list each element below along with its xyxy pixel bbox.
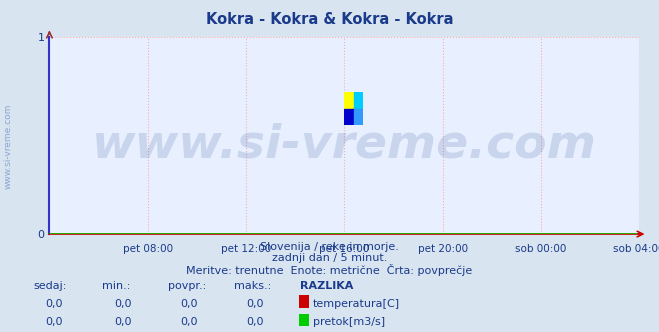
Text: 0,0: 0,0 bbox=[180, 299, 198, 309]
Text: www.si-vreme.com: www.si-vreme.com bbox=[92, 123, 597, 168]
Text: sedaj:: sedaj: bbox=[33, 281, 67, 290]
Text: 0,0: 0,0 bbox=[45, 317, 63, 327]
Text: maks.:: maks.: bbox=[234, 281, 272, 290]
Text: temperatura[C]: temperatura[C] bbox=[313, 299, 400, 309]
Text: RAZLIKA: RAZLIKA bbox=[300, 281, 353, 290]
Text: 0,0: 0,0 bbox=[45, 299, 63, 309]
Text: povpr.:: povpr.: bbox=[168, 281, 206, 290]
Text: pretok[m3/s]: pretok[m3/s] bbox=[313, 317, 385, 327]
Text: Meritve: trenutne  Enote: metrične  Črta: povprečje: Meritve: trenutne Enote: metrične Črta: … bbox=[186, 264, 473, 276]
Text: 0,0: 0,0 bbox=[246, 317, 264, 327]
Text: zadnji dan / 5 minut.: zadnji dan / 5 minut. bbox=[272, 253, 387, 263]
Text: min.:: min.: bbox=[102, 281, 130, 290]
Text: 0,0: 0,0 bbox=[246, 299, 264, 309]
Text: 0,0: 0,0 bbox=[180, 317, 198, 327]
Text: Kokra - Kokra & Kokra - Kokra: Kokra - Kokra & Kokra - Kokra bbox=[206, 12, 453, 27]
Bar bbox=[353, 92, 362, 109]
Text: www.si-vreme.com: www.si-vreme.com bbox=[3, 103, 13, 189]
Text: 0,0: 0,0 bbox=[114, 317, 132, 327]
Bar bbox=[353, 109, 362, 125]
Bar bbox=[344, 109, 353, 125]
Bar bbox=[344, 92, 353, 109]
Text: 0,0: 0,0 bbox=[114, 299, 132, 309]
Text: Slovenija / reke in morje.: Slovenija / reke in morje. bbox=[260, 242, 399, 252]
